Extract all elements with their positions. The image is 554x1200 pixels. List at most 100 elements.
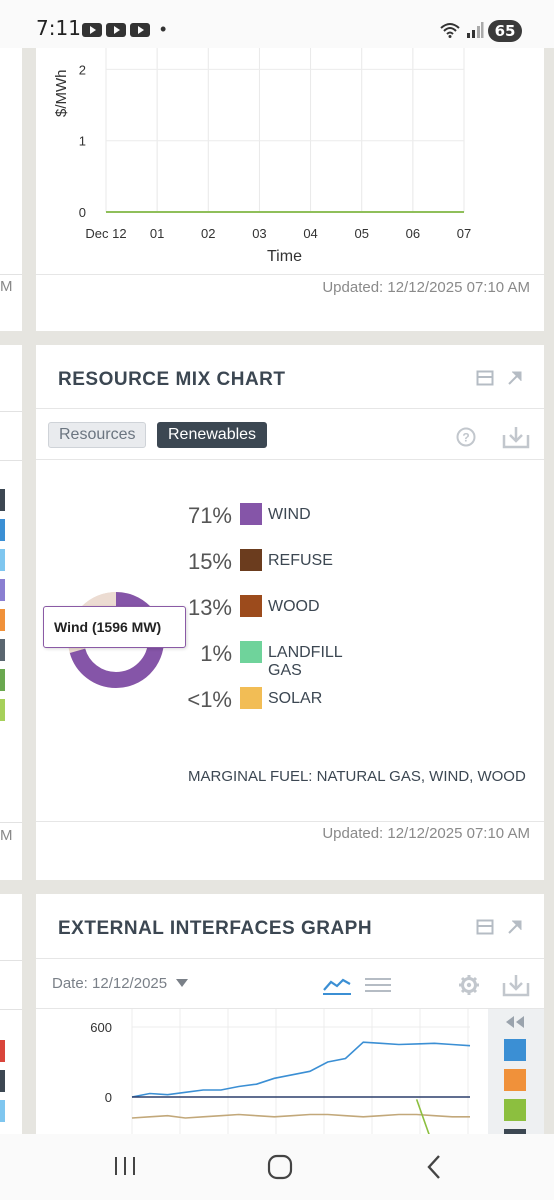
y-tick-label: 1 [79,134,86,149]
x-tick-label: 05 [354,226,368,241]
line-chart-view-icon[interactable] [322,974,352,996]
y-axis-label: $/MWh [53,69,70,117]
legend-swatch[interactable] [504,1069,526,1091]
signal-icon [467,22,484,38]
legend-swatch [240,595,262,617]
peek-swatch [0,699,5,721]
youtube-icon [130,23,150,37]
peek-text: M [0,827,13,844]
peek-text: M [0,278,13,295]
renewables-tab[interactable]: Renewables [157,422,268,448]
legend-percent: 1% [200,641,232,666]
card-divider [36,459,544,460]
back-button[interactable] [424,1153,444,1181]
legend-percent: <1% [187,687,232,712]
x-tick-label: 03 [252,226,266,241]
resources-tab[interactable]: Resources [48,422,147,448]
marginal-fuel-text: MARGINAL FUEL: NATURAL GAS, WIND, WOOD [188,768,526,785]
y-tick-label: 2 [79,62,86,77]
peek-swatch [0,639,5,661]
expand-icon[interactable] [506,369,524,387]
legend-percent: 71% [187,503,232,528]
peek-divider [0,822,22,823]
legend-label: LANDFILL GAS [268,644,343,679]
legend-swatch [240,549,262,571]
left-card-peek-3[interactable] [0,894,22,1134]
legend-swatch[interactable] [504,1039,526,1061]
x-tick-label: 04 [303,226,317,241]
status-bar: 7:11 • 65 [0,0,554,48]
chevron-down-icon [176,979,189,987]
download-icon[interactable] [502,973,530,997]
card-divider [36,1008,544,1009]
collapse-icon[interactable] [476,369,494,387]
left-card-peek-1: M [0,48,22,331]
left-card-peek-2[interactable]: M [0,345,22,880]
x-tick-label: 02 [201,226,215,241]
legend-label: WIND [268,506,311,523]
peek-swatch [0,519,5,541]
interface-series-line [131,1113,470,1119]
interface-series-line [415,1099,430,1134]
y-tick-label: 0 [105,1090,112,1105]
x-tick-label: 01 [150,226,164,241]
x-axis-label: Time [267,248,302,265]
card-divider [36,958,544,959]
wifi-icon [440,23,460,38]
y-tick-label: 600 [90,1020,112,1035]
collapse-icon[interactable] [476,918,494,936]
peek-swatch [0,1040,5,1062]
home-button[interactable] [266,1153,294,1181]
external-interfaces-line-chart: 600 0 [90,1009,471,1134]
recents-button[interactable] [112,1154,138,1178]
x-tick-label: Dec 12 [85,226,126,241]
legend-swatch [240,641,262,663]
help-icon[interactable]: ? [456,427,476,447]
updated-timestamp: Updated: 12/12/2025 07:10 AM [322,279,530,296]
download-icon[interactable] [502,425,530,449]
card-divider [36,821,544,822]
double-chevron-left-icon[interactable] [504,1015,526,1029]
legend-label: SOLAR [268,690,323,707]
peek-divider [0,1009,22,1010]
peek-swatch [0,549,5,571]
notification-dot-icon: • [160,19,167,39]
chart-grid [105,48,465,213]
table-view-icon[interactable] [364,975,392,995]
navigation-bar [0,1134,554,1200]
gear-icon[interactable] [458,974,480,996]
legend-percent: 15% [187,549,232,574]
date-selector[interactable]: Date: 12/12/2025 [52,975,189,992]
legend-swatch [240,687,262,709]
clock: 7:11 [36,16,81,40]
updated-timestamp: Updated: 12/12/2025 07:10 AM [322,825,530,842]
price-chart-card: Dec 12 01 02 03 04 05 06 07 0 1 2 $/MWh Time Updat… [36,48,544,331]
peek-swatch [0,609,5,631]
legend-label: WOOD [268,598,320,615]
resource-mix-card: RESOURCE MIX CHART Resources Renewables … [36,345,544,880]
donut-slice-refuse [68,592,164,688]
card-divider [36,408,544,409]
expand-icon[interactable] [506,918,524,936]
legend-swatch [240,503,262,525]
svg-text:?: ? [462,431,469,445]
donut-slice-solar [68,592,164,688]
peek-divider [0,960,22,961]
peek-divider [0,411,22,412]
interface-series-line [131,1041,471,1098]
card-title: EXTERNAL INTERFACES GRAPH [58,918,373,939]
peek-swatch [0,1070,5,1092]
y-tick-label: 0 [79,205,86,220]
legend-percent: 13% [187,595,232,620]
peek-swatch [0,669,5,691]
x-tick-label: 06 [406,226,420,241]
youtube-icon [82,23,102,37]
x-tick-label: 07 [457,226,471,241]
external-interfaces-card: EXTERNAL INTERFACES GRAPH Date: 12/12/20… [36,894,544,1151]
peek-swatch [0,579,5,601]
legend-swatch[interactable] [504,1099,526,1121]
date-label: Date: 12/12/2025 [52,975,168,992]
legend-label: REFUSE [268,552,333,569]
